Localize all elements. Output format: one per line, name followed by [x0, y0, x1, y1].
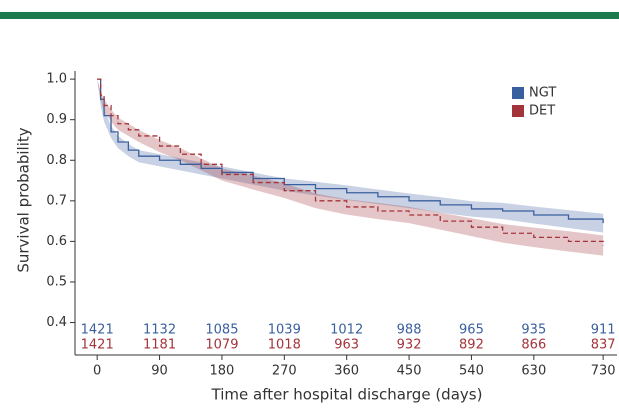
x-axis-label: Time after hospital discharge (days) [211, 386, 483, 404]
legend-swatch [512, 105, 524, 117]
legend-label: DET [529, 104, 555, 119]
at-risk-count: 1012 [330, 323, 363, 338]
confidence-band [97, 79, 604, 233]
y-tick-label: 0.5 [46, 274, 67, 289]
y-axis-label: Survival probability [15, 127, 33, 272]
x-tick-label: 0 [93, 364, 101, 379]
x-tick-label: 450 [397, 364, 422, 379]
legend-swatch [512, 87, 524, 99]
x-tick-label: 270 [272, 364, 297, 379]
x-tick-label: 630 [521, 364, 546, 379]
y-tick-label: 1.0 [46, 72, 67, 87]
at-risk-count: 1039 [268, 323, 301, 338]
header-bar [0, 12, 619, 19]
y-tick-label: 0.8 [46, 153, 67, 168]
y-tick-label: 0.7 [46, 193, 67, 208]
at-risk-count: 892 [459, 338, 484, 353]
confidence-band [97, 79, 604, 256]
x-tick-label: 180 [210, 364, 235, 379]
x-tick-label: 360 [334, 364, 359, 379]
at-risk-count: 1421 [81, 323, 114, 338]
at-risk-count: 1421 [81, 338, 114, 353]
at-risk-count: 963 [334, 338, 359, 353]
at-risk-count: 866 [521, 338, 546, 353]
survival-curve [97, 78, 604, 246]
y-tick-label: 0.9 [46, 112, 67, 127]
legend-label: NGT [529, 86, 556, 101]
at-risk-count: 911 [591, 323, 616, 338]
at-risk-count: 1085 [205, 323, 238, 338]
at-risk-count: 1079 [205, 338, 238, 353]
at-risk-count: 1018 [268, 338, 301, 353]
x-tick-label: 540 [459, 364, 484, 379]
x-tick-label: 730 [591, 364, 616, 379]
at-risk-count: 1132 [143, 323, 176, 338]
at-risk-count: 837 [591, 338, 616, 353]
survival-curve [97, 78, 604, 224]
at-risk-count: 988 [397, 323, 422, 338]
y-tick-label: 0.6 [46, 234, 67, 249]
at-risk-count: 935 [521, 323, 546, 338]
y-tick-label: 0.4 [46, 315, 67, 330]
at-risk-count: 965 [459, 323, 484, 338]
at-risk-count: 932 [397, 338, 422, 353]
x-tick-label: 90 [151, 364, 168, 379]
at-risk-count: 1181 [143, 338, 176, 353]
